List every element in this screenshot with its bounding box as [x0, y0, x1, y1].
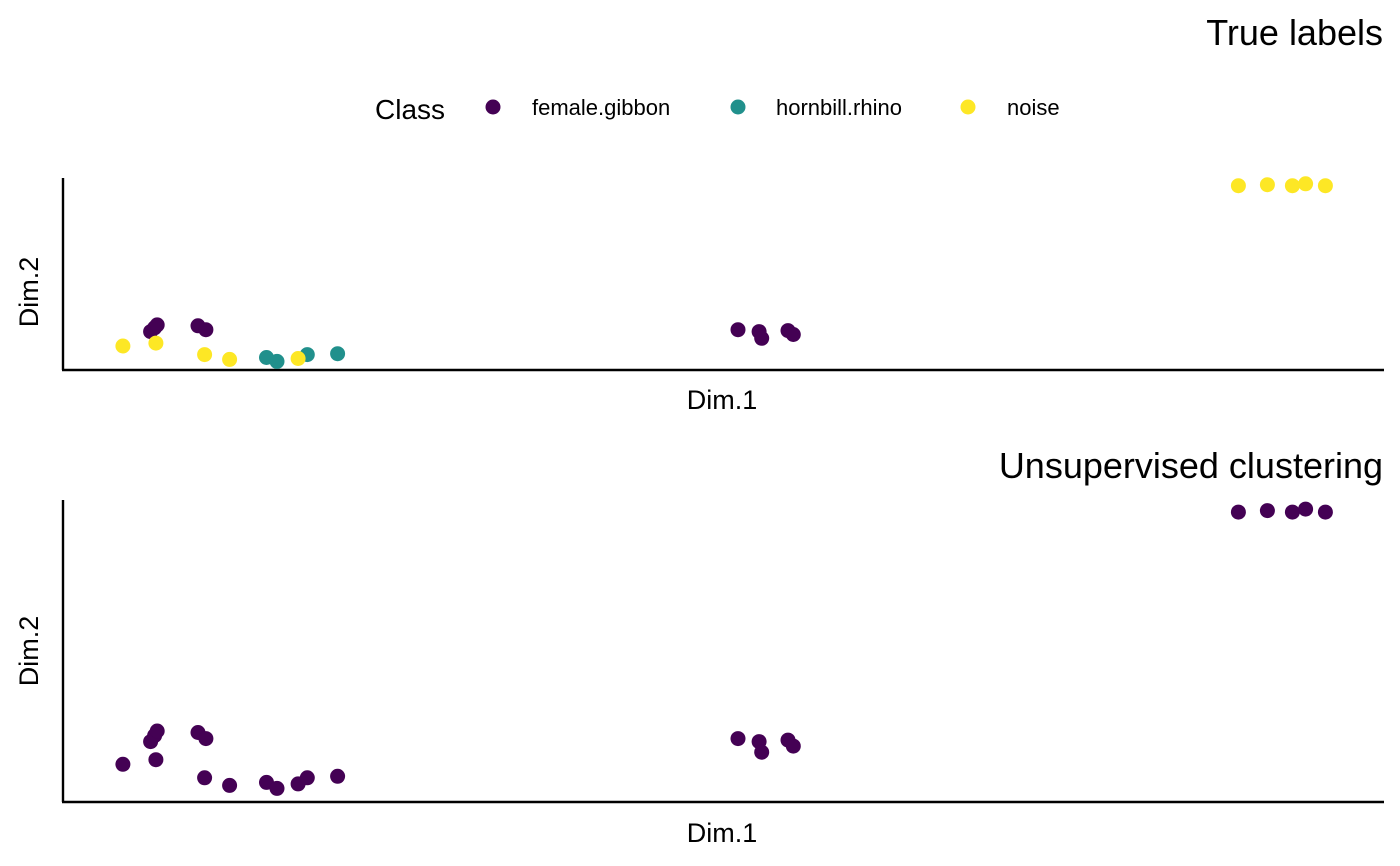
data-point-female-gibbon — [269, 780, 285, 796]
legend-title: Class — [375, 94, 445, 125]
data-point-female-gibbon — [785, 327, 801, 342]
legend-key-female-gibbon — [485, 99, 501, 115]
data-point-female-gibbon — [754, 744, 770, 760]
panel-unsupervised-clustering: Unsupervised clustering Dim.1 Dim.2 — [14, 445, 1384, 848]
panel-true-labels: True labels Dim.1 Dim.2 — [14, 12, 1384, 415]
data-point-female-gibbon — [1284, 504, 1300, 520]
data-point-noise — [197, 347, 213, 363]
legend-label-hornbill-rhino: hornbill.rhino — [776, 95, 902, 120]
data-point-noise — [1259, 177, 1275, 193]
data-point-female-gibbon — [1259, 503, 1275, 519]
data-point-noise — [1230, 178, 1246, 194]
x-axis-label: Dim.1 — [687, 818, 758, 848]
panel-title: True labels — [1206, 12, 1383, 53]
data-point-female-gibbon — [149, 723, 165, 739]
data-point-female-gibbon — [1298, 501, 1314, 517]
data-point-female-gibbon — [198, 322, 214, 338]
data-point-female-gibbon — [330, 768, 346, 784]
data-point-female-gibbon — [299, 770, 315, 786]
panel-title: Unsupervised clustering — [999, 445, 1383, 486]
data-point-female-gibbon — [730, 322, 746, 338]
data-point-female-gibbon — [148, 752, 164, 768]
y-axis-label: Dim.2 — [14, 257, 44, 328]
data-point-female-gibbon — [115, 756, 131, 772]
data-point-noise — [115, 338, 131, 354]
data-point-female-gibbon — [1317, 504, 1333, 520]
data-point-female-gibbon — [785, 738, 801, 754]
legend-label-noise: noise — [1007, 95, 1060, 120]
data-point-female-gibbon — [730, 731, 746, 747]
data-point-female-gibbon — [1230, 504, 1246, 520]
data-point-noise — [222, 351, 238, 367]
legend: Class female.gibbon hornbill.rhino noise — [375, 94, 1060, 125]
data-point-noise — [1284, 178, 1300, 194]
data-point-noise — [1317, 178, 1333, 194]
data-point-hornbill-rhino — [269, 353, 285, 369]
data-point-hornbill-rhino — [330, 346, 346, 362]
data-point-female-gibbon — [754, 330, 770, 346]
y-axis-label: Dim.2 — [14, 616, 44, 687]
data-point-noise — [148, 335, 164, 351]
scatter-points — [115, 501, 1333, 796]
x-axis-label: Dim.1 — [687, 385, 758, 415]
data-point-female-gibbon — [198, 731, 214, 747]
data-point-female-gibbon — [197, 770, 213, 786]
data-point-female-gibbon — [149, 317, 165, 333]
data-point-noise — [1298, 176, 1314, 192]
legend-key-noise — [960, 99, 976, 115]
legend-label-female-gibbon: female.gibbon — [532, 95, 670, 120]
data-point-noise — [290, 351, 306, 366]
scatter-points — [115, 176, 1333, 369]
data-point-female-gibbon — [222, 777, 238, 793]
legend-key-hornbill-rhino — [730, 99, 746, 115]
